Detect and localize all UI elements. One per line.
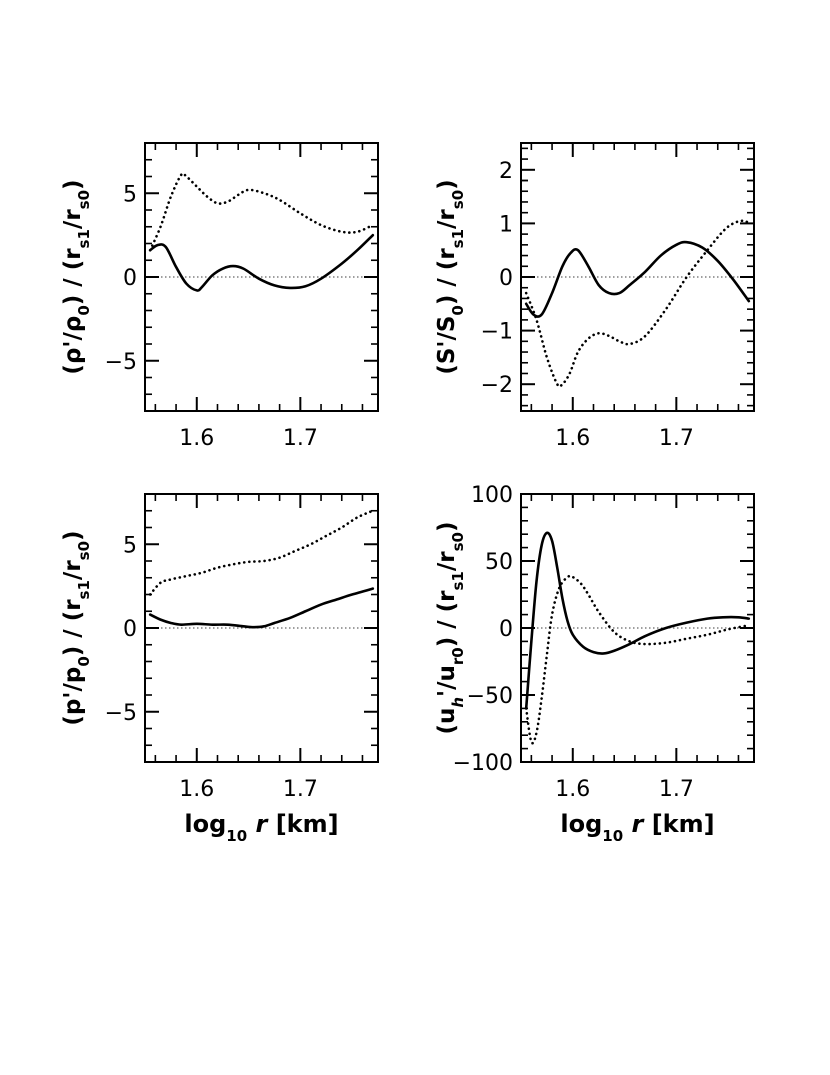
x-tick-label: 1.6 (555, 777, 590, 802)
series-group (148, 172, 375, 292)
x-tick-label: 1.6 (179, 426, 214, 451)
series-dotted-line (148, 509, 375, 596)
series-solid-line (524, 240, 751, 318)
x-axis-label: log10 r [km] (184, 810, 338, 845)
x-tick-label: 1.7 (283, 777, 318, 802)
y-tick-label: 2 (499, 159, 513, 184)
panel-pressure: 1.6 1.7 −5 0 5 (p'/p0) / (rs1/rs0) log10 r [km… (60, 493, 379, 845)
x-axis-label: log10 r [km] (560, 810, 714, 845)
y-tick-label: 5 (123, 182, 137, 207)
y-tick-label: −100 (453, 751, 513, 776)
y-tick-label: 50 (485, 550, 513, 575)
y-axis-label: (ρ'/ρ0) / (rs1/rs0) (60, 179, 93, 374)
y-tick-label: 100 (471, 483, 513, 508)
series-solid-line (524, 531, 751, 710)
x-tick-label: 1.7 (659, 426, 694, 451)
y-axis-label: (uh'/ur0) / (rs1/rs0) (434, 521, 467, 734)
series-dotted-line (524, 219, 751, 388)
y-tick-label: −5 (105, 350, 137, 375)
y-axis-label: (p'/p0) / (rs1/rs0) (60, 530, 93, 725)
panel-velocity: 1.6 1.7 −100 −50 0 50 100(uh'/ur0) / (rs1/rs0)… (434, 483, 755, 845)
y-tick-label: 0 (499, 617, 513, 642)
y-tick-label: 1 (499, 212, 513, 237)
y-tick-label: 0 (499, 266, 513, 291)
y-tick-label: −2 (481, 373, 513, 398)
series-solid-line (148, 587, 375, 629)
series-dotted-line (524, 574, 751, 745)
panel-entropy: 1.6 1.7 −2 −1 0 1 2 (S'/S0) / (rs1/rs0) (434, 142, 755, 451)
y-tick-label: −5 (105, 701, 137, 726)
series-solid-line (148, 233, 375, 292)
y-axis-label: (S'/S0) / (rs1/rs0) (434, 179, 467, 374)
y-tick-label: 0 (123, 617, 137, 642)
x-tick-label: 1.7 (659, 777, 694, 802)
series-dotted-line (148, 172, 375, 252)
x-tick-label: 1.6 (555, 426, 590, 451)
y-tick-label: 0 (123, 266, 137, 291)
series-group (524, 219, 751, 388)
x-tick-label: 1.7 (283, 426, 318, 451)
panel-density: 1.6 1.7 −5 0 5 (ρ'/ρ0) / (rs1/rs0) (60, 142, 379, 451)
x-tick-label: 1.6 (179, 777, 214, 802)
y-tick-label: −50 (467, 684, 513, 709)
series-group (524, 531, 751, 745)
series-group (148, 509, 375, 629)
y-tick-label: −1 (481, 320, 513, 345)
y-tick-label: 5 (123, 533, 137, 558)
